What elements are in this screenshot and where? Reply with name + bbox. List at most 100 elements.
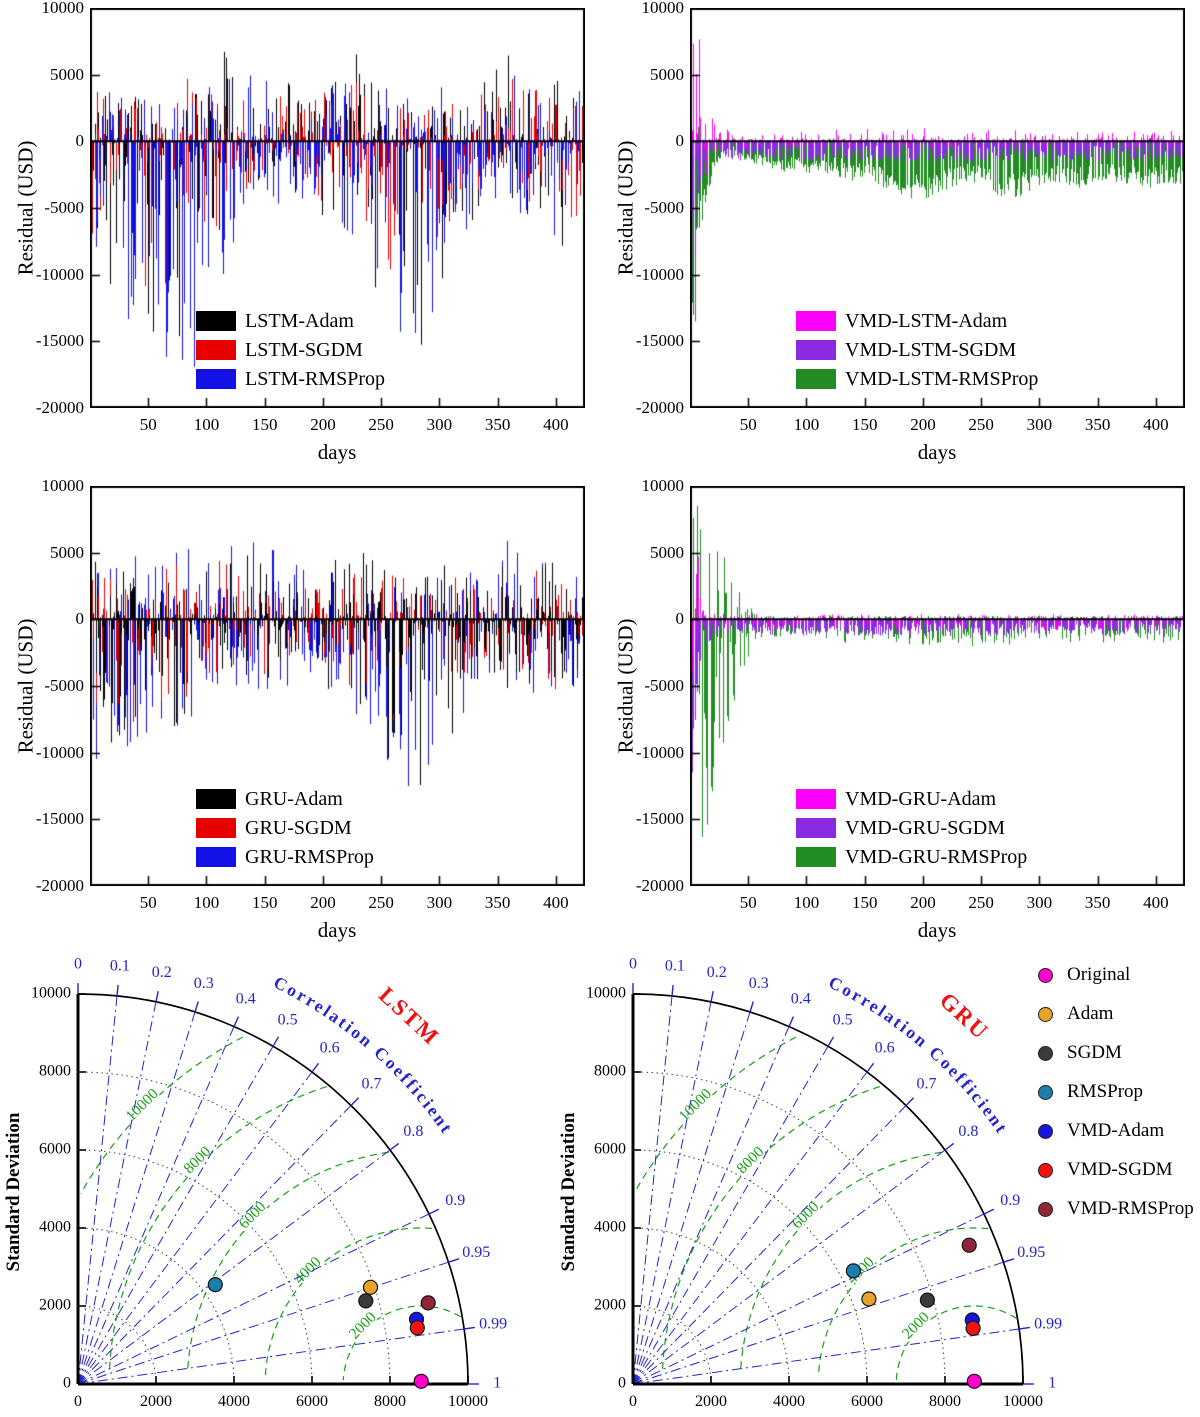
x-tick-label: 400	[1143, 415, 1169, 434]
legend-item: VMD-Adam	[1038, 1120, 1194, 1142]
y-tick-label: -5000	[644, 676, 684, 695]
legend-label: VMD-SGDM	[1067, 1159, 1173, 1180]
legend-label: RMSProp	[1067, 1081, 1144, 1102]
x-tick-label: 50	[139, 415, 157, 434]
residual-panel-lstm: Residual (USD) days LSTM-Adam LSTM-SGDM LS…	[0, 0, 600, 478]
x-tick-label: 10000	[1003, 1393, 1043, 1410]
x-tick-label: 50	[739, 415, 757, 434]
y-tick-label: -20000	[35, 876, 84, 895]
correlation-tick-label: 0.99	[479, 1316, 507, 1333]
legend-item: VMD-LSTM-RMSProp	[796, 368, 1038, 390]
x-tick-label: 300	[426, 893, 453, 912]
correlation-tick-label: 0.3	[749, 975, 769, 992]
y-tick-label: -15000	[635, 331, 684, 351]
legend-label: Adam	[1067, 1003, 1114, 1024]
y-tick-label: 5000	[50, 64, 84, 84]
x-tick-label: 10000	[448, 1393, 488, 1410]
x-axis-label: days	[917, 440, 957, 464]
taylor-point-SGDM	[919, 1292, 935, 1308]
y-tick-label: 5000	[650, 542, 684, 562]
residual-panel-gru: Residual (USD) days GRU-Adam GRU-SGDM GRU-…	[0, 476, 600, 956]
x-tick-label: 200	[310, 893, 336, 912]
x-tick-label: 100	[793, 893, 820, 912]
correlation-tick-label: 1	[493, 1375, 501, 1392]
correlation-tick-label: 0.2	[707, 964, 727, 981]
correlation-axis-label: Correlation Coefficient	[271, 972, 458, 1138]
x-tick-label: 350	[1084, 415, 1111, 434]
y-tick-label: -10000	[635, 742, 684, 762]
y-tick-label: 2000	[39, 1297, 71, 1314]
y-tick-label: 0	[618, 1375, 626, 1392]
rmsd-arc-label: 8000	[180, 1143, 214, 1177]
taylor-point-VMD-RMSProp	[961, 1237, 977, 1253]
correlation-tick-label: 0.6	[875, 1039, 895, 1056]
legend-swatch	[796, 789, 836, 809]
legend-item: GRU-Adam	[196, 788, 374, 810]
y-tick-label: 10000	[586, 985, 626, 1002]
y-tick-label: 8000	[39, 1063, 71, 1080]
legend-label: VMD-GRU-Adam	[845, 788, 997, 810]
y-tick-label: -20000	[635, 398, 684, 417]
legend-label: Original	[1067, 964, 1131, 985]
legend-item: GRU-RMSProp	[196, 846, 374, 868]
y-tick-label: 8000	[594, 1063, 626, 1080]
x-tick-label: 400	[1143, 893, 1169, 912]
taylor-point-VMD-RMSProp	[420, 1295, 436, 1311]
taylor-chart-svg-gru: 20004000600080001000000.10.20.30.40.50.6…	[586, 955, 1062, 1410]
rmsd-arc-label: 6000	[789, 1198, 823, 1232]
legend-item: LSTM-SGDM	[196, 339, 385, 361]
correlation-tick-label: 0.5	[278, 1012, 298, 1029]
y-axis-label: Standard Deviation	[558, 1112, 579, 1272]
x-tick-label: 4000	[218, 1393, 250, 1410]
chart-legend-vmd-lstm: VMD-LSTM-Adam VMD-LSTM-SGDM VMD-LSTM-RMSPr…	[796, 310, 1038, 390]
y-tick-label: 6000	[39, 1141, 71, 1158]
chart-legend-gru: GRU-Adam GRU-SGDM GRU-RMSProp	[196, 788, 374, 868]
x-tick-label: 50	[139, 893, 157, 912]
taylor-point-Original	[413, 1373, 429, 1389]
x-tick-label: 250	[368, 893, 394, 912]
y-tick-label: 5000	[650, 64, 684, 84]
legend-swatch	[196, 369, 236, 389]
correlation-tick-label: 0.8	[403, 1123, 423, 1140]
y-tick-label: 10000	[641, 476, 685, 495]
x-tick-label: 100	[193, 415, 220, 434]
y-tick-label: -5000	[644, 198, 684, 217]
correlation-tick-label: 0.1	[110, 958, 130, 975]
correlation-tick-label: 0.9	[1000, 1192, 1020, 1209]
legend-swatch	[196, 818, 236, 838]
x-tick-label: 0	[629, 1393, 637, 1410]
legend-label: VMD-RMSProp	[1067, 1198, 1194, 1219]
legend-label: GRU-Adam	[245, 788, 343, 810]
correlation-tick-label: 0.4	[236, 990, 256, 1007]
x-tick-label: 150	[251, 893, 278, 912]
y-tick-label: 6000	[594, 1141, 626, 1158]
residual-chart-canvas-vmd-gru	[690, 486, 1185, 886]
y-tick-label: -20000	[635, 876, 684, 895]
x-tick-label: 150	[251, 415, 278, 434]
legend-item: LSTM-Adam	[196, 310, 385, 332]
x-tick-label: 50	[739, 893, 757, 912]
taylor-diagram-lstm: Standard Deviation 2000 4000 6000 8000 10000…	[0, 955, 585, 1417]
x-tick-label: 6000	[851, 1393, 883, 1410]
x-tick-label: 250	[368, 415, 394, 434]
correlation-tick-label: 0	[629, 955, 637, 972]
correlation-tick-label: 0.95	[1017, 1244, 1045, 1261]
correlation-tick-label: 0.7	[917, 1075, 937, 1092]
x-tick-label: 2000	[695, 1393, 727, 1410]
x-tick-label: 6000	[296, 1393, 328, 1410]
legend-label: VMD-LSTM-SGDM	[845, 339, 1017, 361]
legend-label: VMD-GRU-RMSProp	[845, 846, 1028, 868]
residual-chart-canvas-lstm	[90, 8, 585, 408]
y-tick-label: 2000	[594, 1297, 626, 1314]
x-tick-label: 8000	[929, 1393, 961, 1410]
legend-dot	[1038, 1201, 1053, 1217]
y-tick-label: -15000	[635, 809, 684, 829]
legend-dot	[1038, 1006, 1053, 1022]
legend-item: SGDM	[1038, 1042, 1194, 1064]
legend-label: SGDM	[1067, 1042, 1122, 1063]
x-tick-label: 4000	[773, 1393, 805, 1410]
residual-chart-canvas-vmd-lstm	[690, 8, 1185, 408]
legend-item: VMD-RMSProp	[1038, 1198, 1194, 1220]
taylor-point-VMD-SGDM	[409, 1320, 425, 1336]
